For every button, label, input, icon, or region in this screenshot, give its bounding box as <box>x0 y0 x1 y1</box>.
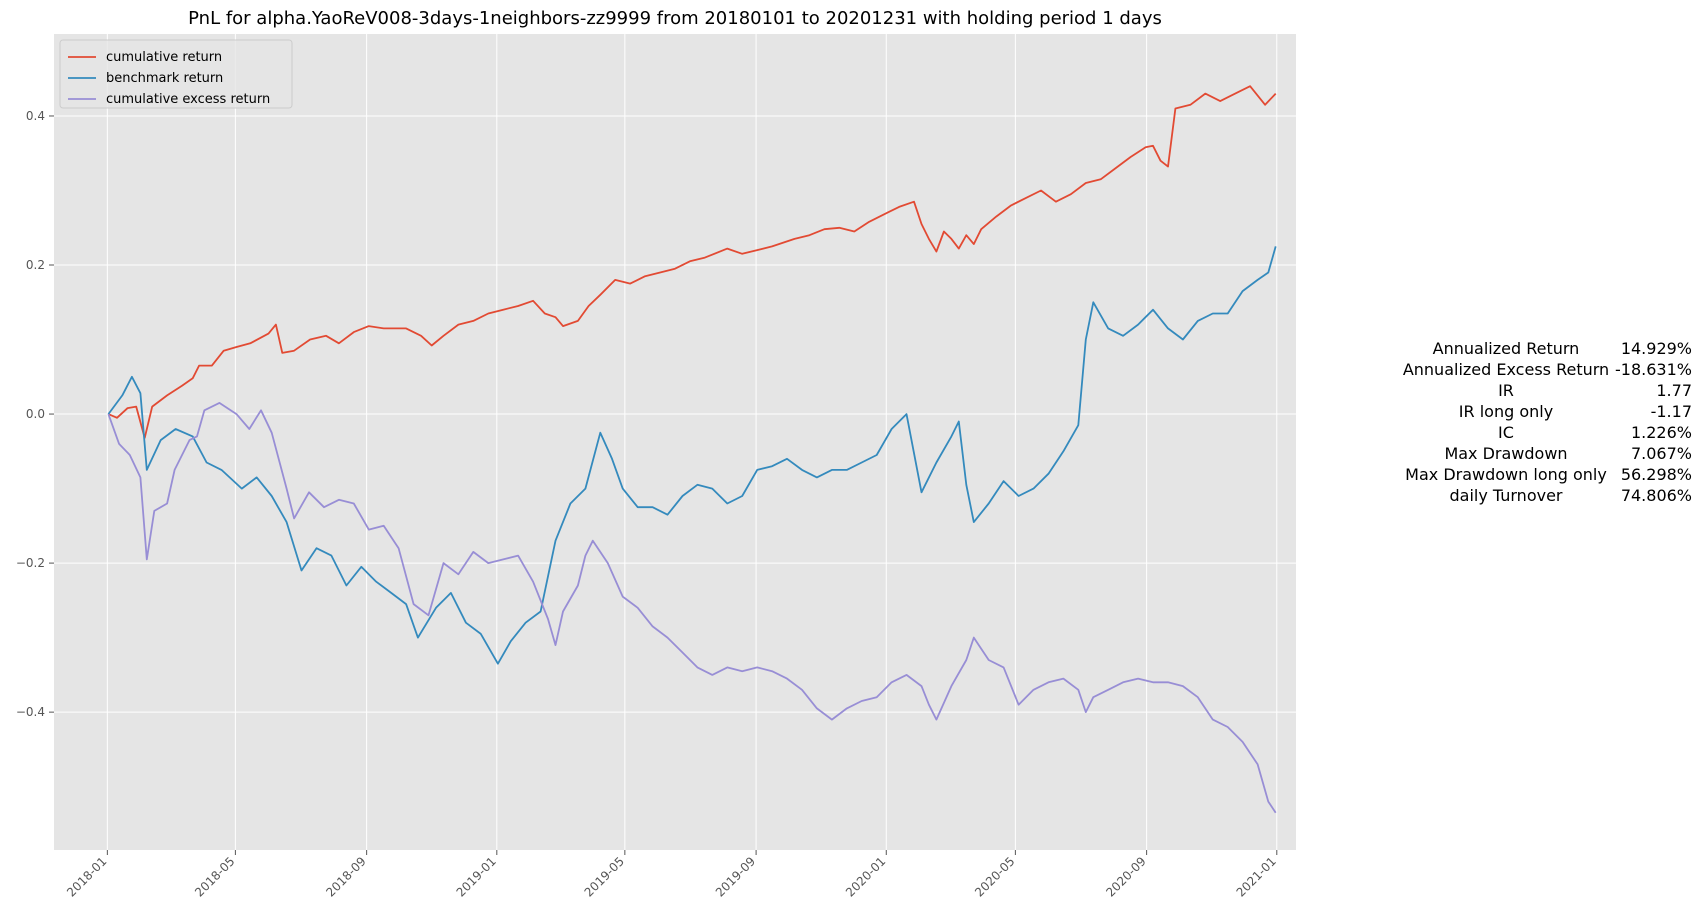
stat-label: daily Turnover <box>1449 486 1563 505</box>
stat-value: 74.806% <box>1620 486 1692 505</box>
legend-label: benchmark return <box>106 71 223 86</box>
stat-label: Annualized Excess Return <box>1402 360 1610 379</box>
stat-row: IR long only -1.17 <box>1370 402 1700 423</box>
stats-table: Annualized Return 14.929% Annualized Exces… <box>1370 339 1700 507</box>
stat-label: Max Drawdown <box>1444 444 1568 463</box>
y-tick-label: 0.4 <box>26 109 45 123</box>
series-line-cumulative-excess-return <box>107 402 1277 814</box>
stat-row: Max Drawdown 7.067% <box>1370 444 1700 465</box>
stat-value: -1.17 <box>1650 402 1692 421</box>
y-tick-label: −0.4 <box>16 705 45 719</box>
stat-row: IC 1.226% <box>1370 423 1700 444</box>
grid-lines <box>54 34 1296 850</box>
y-tick-label: 0.2 <box>26 258 45 272</box>
x-tick-label: 2019-01 <box>454 854 499 899</box>
legend-box <box>59 39 293 109</box>
x-tick-label: 2020-05 <box>972 854 1017 899</box>
chart-title: PnL for alpha.YaoReV008-3days-1neighbors… <box>188 8 1162 29</box>
stat-label: IR <box>1498 381 1514 400</box>
x-tick-label: 2018-09 <box>323 854 368 899</box>
x-tick-label: 2018-05 <box>192 854 237 899</box>
x-tick-label: 2021-01 <box>1234 854 1279 899</box>
stat-label: IC <box>1498 423 1514 442</box>
stat-label: IR long only <box>1458 402 1554 421</box>
series-line-cumulative-return <box>108 85 1277 439</box>
x-tick-label: 2019-05 <box>582 854 627 899</box>
stat-row: Annualized Return 14.929% <box>1370 339 1700 360</box>
stat-value: 14.929% <box>1620 339 1692 358</box>
stat-row: IR 1.77 <box>1370 381 1700 402</box>
legend-label: cumulative return <box>106 50 222 65</box>
series-line-benchmark-return <box>107 246 1277 665</box>
stat-row: Max Drawdown long only 56.298% <box>1370 465 1700 486</box>
x-tick-label: 2020-01 <box>843 854 888 899</box>
legend-label: cumulative excess return <box>106 92 270 107</box>
stat-value: 7.067% <box>1630 444 1692 463</box>
stat-value: -18.631% <box>1615 360 1692 379</box>
x-tick-label: 2020-09 <box>1103 854 1148 899</box>
stat-label: Max Drawdown long only <box>1405 465 1607 484</box>
stat-row: Annualized Excess Return -18.631% <box>1370 360 1700 381</box>
stat-row: daily Turnover 74.806% <box>1370 486 1700 507</box>
x-tick-label: 2018-01 <box>64 854 109 899</box>
stat-value: 1.226% <box>1630 423 1692 442</box>
plot-area <box>54 34 1296 850</box>
series-lines <box>107 85 1277 814</box>
y-tick-label: −0.2 <box>16 556 45 570</box>
legend: cumulative return benchmark return cumulat… <box>59 39 293 109</box>
stat-value: 1.77 <box>1656 381 1692 400</box>
stat-label: Annualized Return <box>1432 339 1580 358</box>
y-tick-label: 0.0 <box>26 407 45 421</box>
x-tick-label: 2019-09 <box>713 854 758 899</box>
stat-value: 56.298% <box>1620 465 1692 484</box>
